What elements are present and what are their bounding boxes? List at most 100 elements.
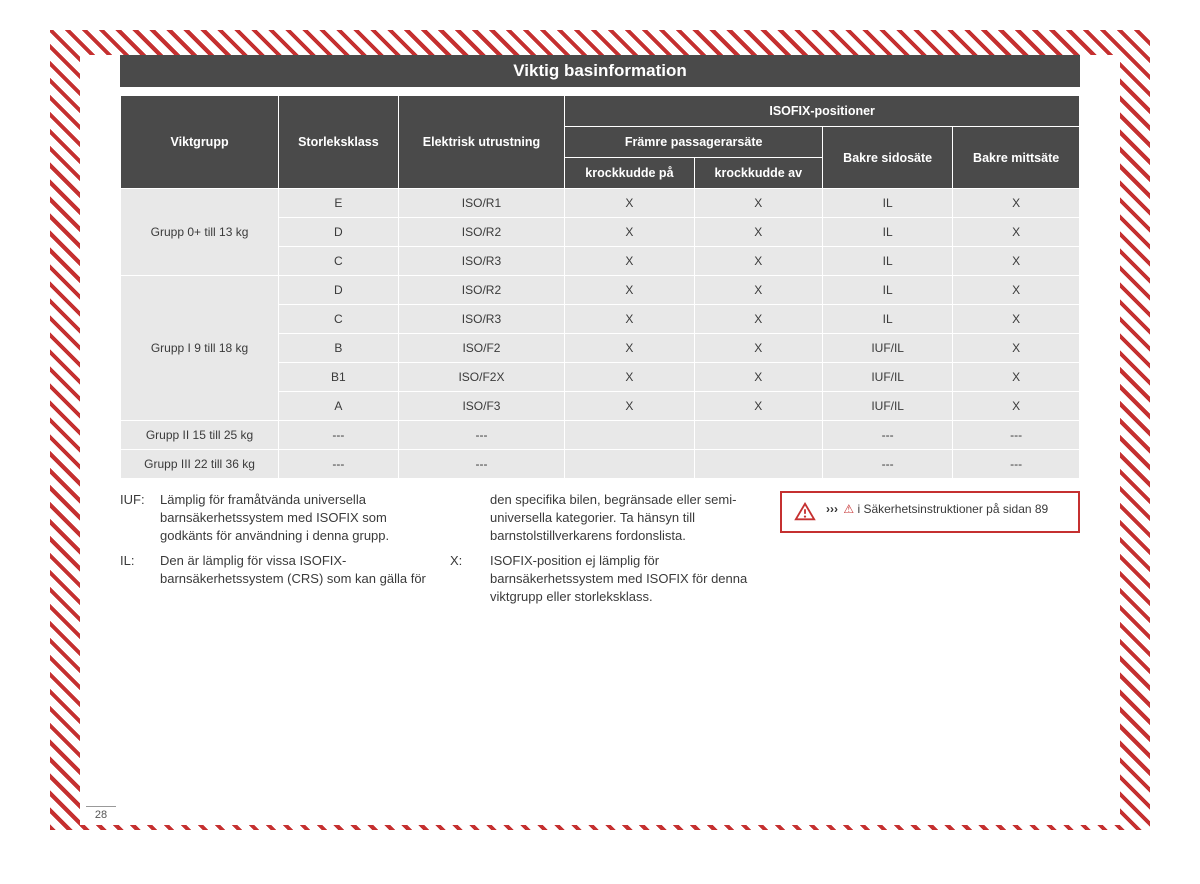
table-cell: --- [953, 421, 1080, 450]
isofix-table: Viktgrupp Storleksklass Elektrisk utrust… [120, 95, 1080, 479]
col-framre: Främre passagerarsäte [565, 127, 823, 158]
group-label: Grupp I 9 till 18 kg [121, 276, 279, 421]
table-cell: X [565, 276, 694, 305]
legend-text: ISOFIX-position ej lämplig för barnsäker… [490, 552, 762, 607]
table-cell: X [694, 247, 822, 276]
group-label: Grupp 0+ till 13 kg [121, 189, 279, 276]
col-elektrisk: Elektrisk utrustning [398, 96, 565, 189]
legend-il-cont: den specifika bilen, begränsade eller se… [450, 491, 762, 546]
arrows-icon: ››› [826, 502, 838, 516]
table-cell: ISO/R2 [398, 276, 565, 305]
table-cell: X [565, 305, 694, 334]
table-cell [694, 421, 822, 450]
table-cell: X [565, 334, 694, 363]
table-cell: IL [823, 276, 953, 305]
table-cell: D [279, 218, 399, 247]
page-title: Viktig basinformation [120, 55, 1080, 87]
table-cell: --- [823, 450, 953, 479]
table-cell: X [694, 392, 822, 421]
col-bakre-mitt: Bakre mittsäte [953, 127, 1080, 189]
table-cell: ISO/F2 [398, 334, 565, 363]
table-cell: X [953, 218, 1080, 247]
page-content: Viktig basinformation Viktgrupp Storleks… [80, 55, 1120, 825]
table-cell: ISO/R3 [398, 247, 565, 276]
table-cell: IL [823, 247, 953, 276]
legend-text: Lämplig för framåtvända universella barn… [160, 491, 432, 546]
table-cell: X [565, 247, 694, 276]
table-cell: ISO/R2 [398, 218, 565, 247]
table-cell: C [279, 247, 399, 276]
table-cell: X [953, 276, 1080, 305]
legend-text: den specifika bilen, begränsade eller se… [490, 491, 762, 546]
page-number: 28 [86, 806, 116, 821]
table-cell: A [279, 392, 399, 421]
group-label: Grupp II 15 till 25 kg [121, 421, 279, 450]
warning-box: ››› ⚠ i Säkerhetsinstruktioner på sidan … [780, 491, 1080, 533]
table-cell: X [694, 189, 822, 218]
table-cell: X [953, 247, 1080, 276]
table-cell: IUF/IL [823, 392, 953, 421]
table-cell: ISO/F3 [398, 392, 565, 421]
table-cell: --- [953, 450, 1080, 479]
table-cell: X [953, 363, 1080, 392]
table-cell: X [565, 218, 694, 247]
table-row: Grupp III 22 till 36 kg------------ [121, 450, 1080, 479]
legend-spacer [450, 491, 482, 546]
legend-x: X: ISOFIX-position ej lämplig för barnsä… [450, 552, 762, 607]
col-isofix: ISOFIX-positioner [565, 96, 1080, 127]
legend-il: IL: Den är lämplig för vissa ISOFIX-barn… [120, 552, 432, 588]
table-cell: --- [398, 421, 565, 450]
table-cell: ISO/R3 [398, 305, 565, 334]
table-cell: --- [823, 421, 953, 450]
table-cell: D [279, 276, 399, 305]
table-cell: E [279, 189, 399, 218]
table-cell: IL [823, 305, 953, 334]
legend-col-1: IUF: Lämplig för framåtvända universella… [120, 491, 432, 612]
table-cell [565, 450, 694, 479]
warning-message: i Säkerhetsinstruktioner på sidan 89 [857, 502, 1048, 516]
table-row: Grupp I 9 till 18 kgDISO/R2XXILX [121, 276, 1080, 305]
table-cell: X [953, 189, 1080, 218]
table-cell: X [953, 392, 1080, 421]
legend-col-2: den specifika bilen, begränsade eller se… [450, 491, 762, 612]
table-cell: X [694, 363, 822, 392]
col-storleksklass: Storleksklass [279, 96, 399, 189]
table-cell: C [279, 305, 399, 334]
table-cell [694, 450, 822, 479]
table-cell: X [694, 218, 822, 247]
col-bakre-sido: Bakre sidosäte [823, 127, 953, 189]
legend-iuf: IUF: Lämplig för framåtvända universella… [120, 491, 432, 546]
group-label: Grupp III 22 till 36 kg [121, 450, 279, 479]
table-cell: IUF/IL [823, 363, 953, 392]
table-cell: X [694, 305, 822, 334]
warning-text: ››› ⚠ i Säkerhetsinstruktioner på sidan … [826, 501, 1048, 518]
table-cell: X [953, 334, 1080, 363]
table-cell: B [279, 334, 399, 363]
table-cell: ISO/F2X [398, 363, 565, 392]
warning-triangle-icon [794, 501, 816, 523]
legend-area: IUF: Lämplig för framåtvända universella… [120, 491, 1080, 612]
table-row: Grupp 0+ till 13 kgEISO/R1XXILX [121, 189, 1080, 218]
table-cell: IUF/IL [823, 334, 953, 363]
table-cell: --- [398, 450, 565, 479]
table-cell: IL [823, 189, 953, 218]
table-cell: X [565, 392, 694, 421]
legend-key: X: [450, 552, 482, 607]
col-viktgrupp: Viktgrupp [121, 96, 279, 189]
legend-key: IUF: [120, 491, 152, 546]
legend-text: Den är lämplig för vissa ISOFIX-barnsäke… [160, 552, 432, 588]
table-cell: --- [279, 450, 399, 479]
table-cell: B1 [279, 363, 399, 392]
table-cell: X [565, 363, 694, 392]
table-row: Grupp II 15 till 25 kg------------ [121, 421, 1080, 450]
col-krock-pa: krockkudde på [565, 158, 694, 189]
table-cell: X [694, 334, 822, 363]
legend-key: IL: [120, 552, 152, 588]
small-triangle-icon: ⚠ [843, 502, 854, 516]
table-cell: X [565, 189, 694, 218]
col-krock-av: krockkudde av [694, 158, 822, 189]
table-cell: X [694, 276, 822, 305]
table-cell [565, 421, 694, 450]
table-cell: ISO/R1 [398, 189, 565, 218]
table-cell: X [953, 305, 1080, 334]
